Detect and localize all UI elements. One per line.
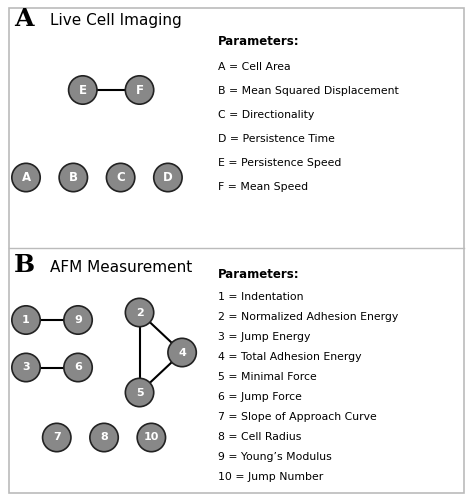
Ellipse shape — [64, 354, 92, 382]
Text: B = Mean Squared Displacement: B = Mean Squared Displacement — [218, 86, 398, 97]
Text: A: A — [14, 8, 34, 32]
Text: AFM Measurement: AFM Measurement — [50, 260, 192, 275]
Text: E: E — [79, 84, 87, 96]
Ellipse shape — [64, 306, 92, 334]
Text: F = Mean Speed: F = Mean Speed — [218, 182, 308, 192]
Text: 1: 1 — [22, 315, 30, 325]
Ellipse shape — [168, 338, 196, 366]
Ellipse shape — [12, 306, 40, 334]
Ellipse shape — [137, 424, 166, 452]
Text: F: F — [136, 84, 143, 96]
Text: B: B — [14, 254, 35, 278]
Text: 9 = Young’s Modulus: 9 = Young’s Modulus — [218, 452, 331, 462]
Text: 4 = Total Adhesion Energy: 4 = Total Adhesion Energy — [218, 352, 361, 362]
Ellipse shape — [43, 424, 71, 452]
Ellipse shape — [12, 354, 40, 382]
Text: 3 = Jump Energy: 3 = Jump Energy — [218, 332, 310, 342]
Text: Live Cell Imaging: Live Cell Imaging — [50, 12, 182, 28]
Ellipse shape — [90, 424, 118, 452]
Text: 7: 7 — [53, 432, 61, 442]
Text: 6: 6 — [74, 362, 82, 372]
Text: Parameters:: Parameters: — [218, 268, 299, 280]
Text: 2: 2 — [136, 308, 143, 318]
Text: 10 = Jump Number: 10 = Jump Number — [218, 472, 323, 482]
Text: 9: 9 — [74, 315, 82, 325]
Text: E = Persistence Speed: E = Persistence Speed — [218, 158, 341, 168]
Text: C = Directionality: C = Directionality — [218, 110, 314, 120]
Ellipse shape — [154, 164, 182, 192]
Text: Parameters:: Parameters: — [218, 35, 299, 48]
Text: A = Cell Area: A = Cell Area — [218, 62, 290, 72]
Text: 3: 3 — [22, 362, 30, 372]
Text: 5 = Minimal Force: 5 = Minimal Force — [218, 372, 316, 382]
Text: 10: 10 — [144, 432, 159, 442]
Text: 6 = Jump Force: 6 = Jump Force — [218, 392, 301, 402]
Ellipse shape — [69, 76, 97, 104]
Text: 4: 4 — [178, 348, 186, 358]
Ellipse shape — [12, 164, 40, 192]
Text: 1 = Indentation: 1 = Indentation — [218, 292, 303, 302]
Ellipse shape — [125, 378, 154, 406]
Text: 2 = Normalized Adhesion Energy: 2 = Normalized Adhesion Energy — [218, 312, 398, 322]
Ellipse shape — [125, 76, 154, 104]
Text: A: A — [21, 171, 31, 184]
Text: B: B — [69, 171, 78, 184]
Ellipse shape — [106, 164, 135, 192]
Text: 8: 8 — [100, 432, 108, 442]
Text: D: D — [163, 171, 173, 184]
Text: D = Persistence Time: D = Persistence Time — [218, 134, 334, 144]
Text: 5: 5 — [136, 388, 143, 398]
Ellipse shape — [125, 298, 154, 326]
Text: C: C — [116, 171, 125, 184]
Text: 7 = Slope of Approach Curve: 7 = Slope of Approach Curve — [218, 412, 377, 422]
Ellipse shape — [59, 164, 88, 192]
Text: 8 = Cell Radius: 8 = Cell Radius — [218, 432, 301, 442]
